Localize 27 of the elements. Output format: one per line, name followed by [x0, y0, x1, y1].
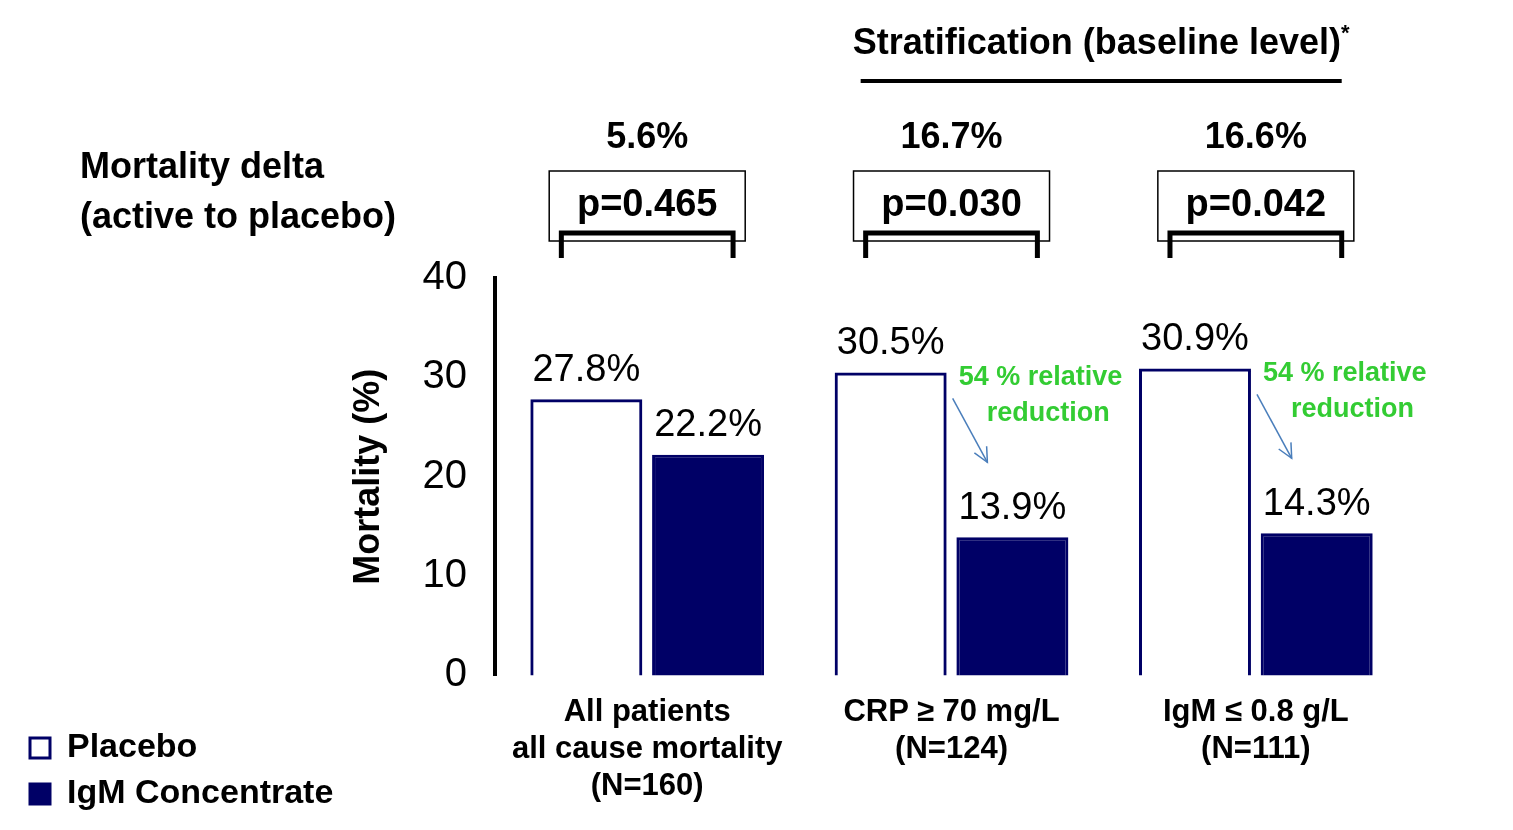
y-tick-label: 40 — [422, 253, 468, 298]
y-tick-label: 30 — [422, 352, 468, 397]
data-label: 30.5% — [836, 319, 945, 362]
y-tick-label: 0 — [444, 650, 468, 695]
x-tick-label: All patients all cause mortality (N=160) — [511, 692, 784, 802]
data-label: 13.9% — [958, 484, 1067, 527]
y-axis-title: Mortality (%) — [345, 368, 387, 585]
data-label: 22.2% — [654, 402, 762, 445]
legend-label: Placebo — [67, 726, 198, 765]
x-tick-label: IgM ≤ 0.8 g/L (N=111) — [1162, 692, 1349, 765]
legend-label: IgM Concentrate — [67, 772, 334, 811]
text: 16.7% — [900, 114, 1003, 156]
annotation: 54 % relative reduction — [958, 360, 1123, 427]
text: 16.6% — [1204, 114, 1307, 156]
text: Mortality delta (active to placebo) — [80, 144, 397, 236]
annotation: 54 % relative reduction — [1262, 356, 1427, 423]
chart-title: Stratification (baseline level)* — [852, 20, 1350, 62]
x-tick-label: CRP ≥ 70 mg/L (N=124) — [843, 692, 1060, 765]
y-tick-label: 20 — [422, 451, 468, 496]
data-label: 14.3% — [1262, 480, 1371, 523]
y-tick-label: 10 — [422, 551, 468, 596]
data-label: 30.9% — [1141, 315, 1249, 358]
text: p=0.030 — [881, 182, 1022, 225]
data-label: 27.8% — [532, 346, 641, 389]
text: 5.6% — [606, 114, 689, 156]
text: p=0.042 — [1185, 182, 1327, 225]
text: p=0.465 — [576, 182, 718, 225]
